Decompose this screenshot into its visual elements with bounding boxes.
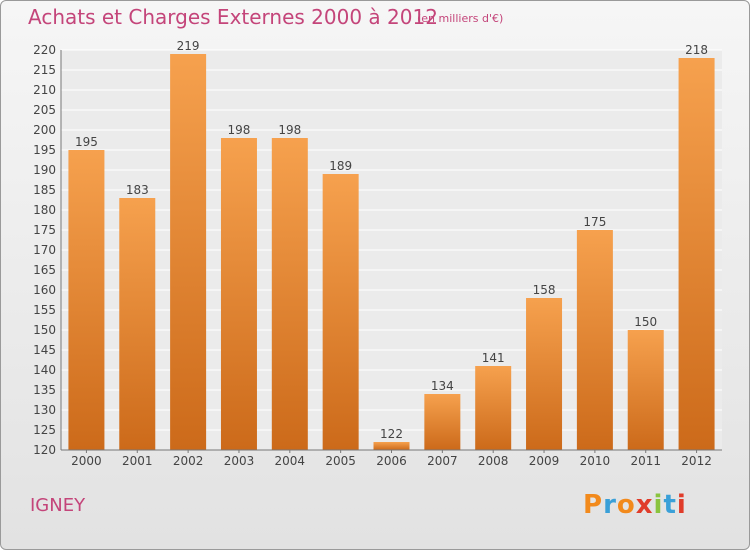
x-tick-label: 2010 (580, 454, 611, 468)
y-tick-label: 160 (33, 283, 56, 297)
data-label-2010: 175 (583, 215, 606, 229)
place-name: IGNEY (30, 495, 86, 516)
y-tick-label: 220 (33, 43, 56, 57)
x-tick-label: 2009 (529, 454, 560, 468)
bar-2000 (68, 150, 105, 450)
x-tick-label: 2004 (275, 454, 306, 468)
y-tick-label: 140 (33, 363, 56, 377)
data-label-2000: 195 (75, 135, 98, 149)
y-tick-label: 150 (33, 323, 56, 337)
y-tick-label: 145 (33, 343, 56, 357)
data-label-2009: 158 (533, 283, 556, 297)
proxiti-logo: Proxiti (583, 490, 687, 520)
logo-letter: P (583, 490, 604, 520)
bar-2001 (119, 198, 156, 450)
x-tick-label: 2008 (478, 454, 509, 468)
x-tick-label: 2007 (427, 454, 458, 468)
y-tick-label: 215 (33, 63, 56, 77)
bar-2010 (576, 230, 613, 450)
x-tick-label: 2000 (71, 454, 102, 468)
bar-2012 (678, 58, 715, 450)
data-label-2011: 150 (634, 315, 657, 329)
bar-2008 (475, 366, 512, 450)
chart-title: Achats et Charges Externes 2000 à 2012 (28, 5, 438, 29)
data-label-2002: 219 (177, 39, 200, 53)
bar-2004 (271, 138, 308, 450)
data-label-2003: 198 (228, 123, 251, 137)
data-label-2008: 141 (482, 351, 505, 365)
logo-letter: x (635, 490, 654, 520)
data-label-2001: 183 (126, 183, 149, 197)
y-tick-label: 120 (33, 443, 56, 457)
data-label-2006: 122 (380, 427, 403, 441)
y-tick-label: 155 (33, 303, 56, 317)
x-tick-label: 2012 (681, 454, 712, 468)
y-tick-label: 170 (33, 243, 56, 257)
bar-2005 (322, 174, 359, 450)
bar-2007 (424, 394, 461, 450)
logo-letter: t (663, 490, 677, 520)
logo-letter: i (676, 490, 687, 520)
bar-2011 (627, 330, 664, 450)
chart-subtitle: (en milliers d'€) (417, 12, 504, 25)
x-tick-label: 2001 (122, 454, 153, 468)
data-label-2004: 198 (278, 123, 301, 137)
y-tick-label: 130 (33, 403, 56, 417)
y-tick-label: 135 (33, 383, 56, 397)
y-tick-label: 185 (33, 183, 56, 197)
y-tick-label: 200 (33, 123, 56, 137)
y-tick-label: 180 (33, 203, 56, 217)
logo-letter: o (616, 490, 636, 520)
data-label-2012: 218 (685, 43, 708, 57)
logo-letter: r (603, 490, 617, 520)
x-tick-label: 2005 (325, 454, 356, 468)
y-tick-label: 210 (33, 83, 56, 97)
bar-2002 (170, 54, 207, 450)
x-tick-label: 2003 (224, 454, 255, 468)
y-tick-label: 175 (33, 223, 56, 237)
data-label-2007: 134 (431, 379, 454, 393)
y-tick-label: 190 (33, 163, 56, 177)
logo-letter: i (653, 490, 664, 520)
y-tick-label: 205 (33, 103, 56, 117)
x-tick-label: 2011 (630, 454, 661, 468)
y-tick-label: 195 (33, 143, 56, 157)
bar-2003 (220, 138, 257, 450)
data-label-2005: 189 (329, 159, 352, 173)
y-tick-label: 165 (33, 263, 56, 277)
x-tick-label: 2006 (376, 454, 407, 468)
x-tick-label: 2002 (173, 454, 204, 468)
y-tick-label: 125 (33, 423, 56, 437)
bar-2009 (526, 298, 563, 450)
bar-2006 (373, 442, 410, 450)
